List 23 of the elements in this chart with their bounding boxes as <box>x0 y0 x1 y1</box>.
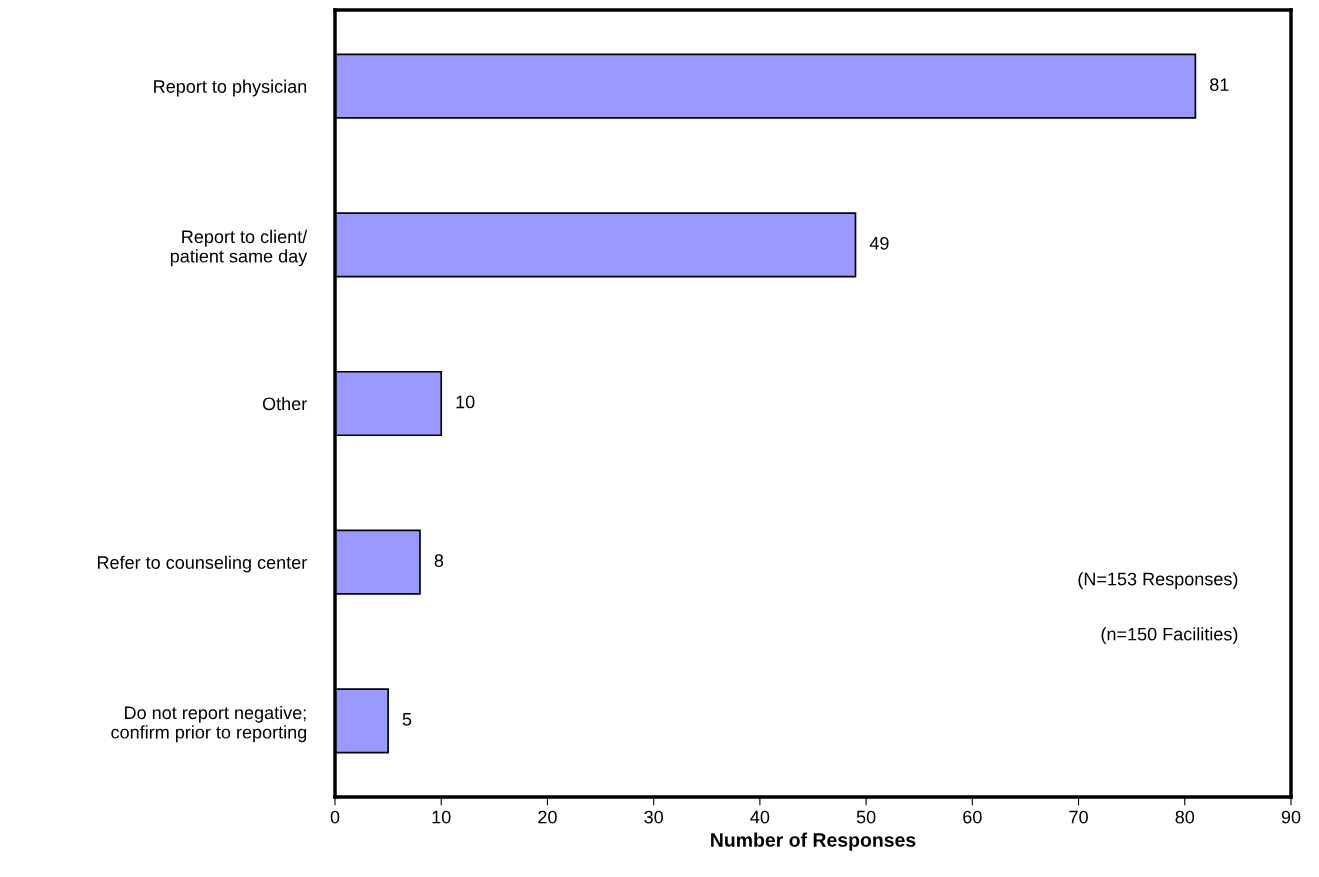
y-tick-label: Other <box>262 396 307 411</box>
x-tick-label: 10 <box>432 810 451 824</box>
x-axis-title: Number of Responses <box>711 832 916 851</box>
data-label: 10 <box>456 395 475 409</box>
y-tick-label: Report to physician <box>154 79 307 97</box>
y-tick-label: Report to client/ patient same day <box>170 229 308 267</box>
annotation: (N=153 Responses) <box>1078 572 1238 589</box>
y-tick-label: Do not report negative; confirm prior to reporting <box>111 705 307 743</box>
x-tick-label: 50 <box>856 810 876 824</box>
x-tick-label: 20 <box>538 810 557 824</box>
x-tick-label: 80 <box>1175 810 1195 824</box>
data-label: 8 <box>434 554 444 568</box>
x-tick-label: 60 <box>963 810 982 824</box>
x-tick-label: 70 <box>1069 810 1088 824</box>
x-tick-label: 30 <box>644 810 663 824</box>
data-label: 5 <box>402 713 412 726</box>
x-tick-label: 40 <box>750 810 770 824</box>
data-label: 49 <box>869 236 889 250</box>
x-tick-label: 0 <box>330 810 340 824</box>
data-label: 81 <box>1210 78 1229 92</box>
y-tick-label: Refer to counseling center <box>97 555 307 573</box>
x-tick-label: 90 <box>1281 810 1301 824</box>
annotation: (n=150 Facilities) <box>1101 627 1238 645</box>
